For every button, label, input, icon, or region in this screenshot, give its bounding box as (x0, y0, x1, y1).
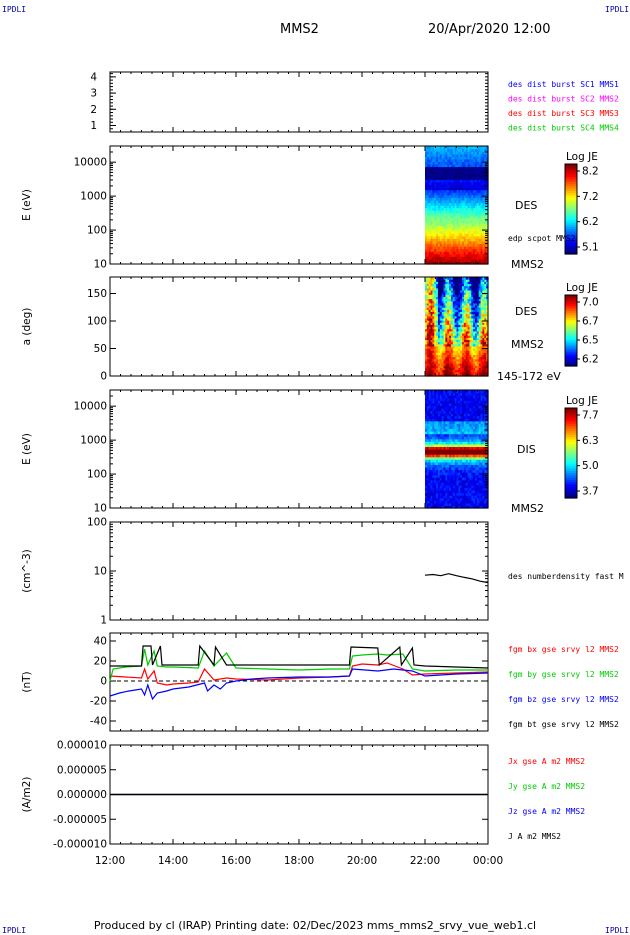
y-tick-label: 50 (94, 343, 107, 355)
panel-label-energy-range: 145-172 eV (497, 370, 561, 383)
legend-entry-availability: des dist burst SC4 MMS4 (508, 124, 619, 133)
colorbar-des-energy-tick-label: 5.1 (582, 242, 599, 254)
colorbar-des-energy-title: Log JE (566, 151, 598, 163)
y-tick-label: 2 (90, 104, 97, 116)
y-tick-label: 10 (94, 259, 107, 271)
y-axis-label-des-pitch: a (deg) (21, 308, 33, 346)
panel-label-des: DES (515, 199, 537, 212)
legend-entry-availability: des dist burst SC2 MMS2 (508, 95, 619, 104)
y-tick-label: 1000 (80, 191, 107, 203)
legend-entry-availability: des dist burst SC1 MMS1 (508, 80, 619, 89)
legend-entry-availability: des dist burst SC3 MMS3 (508, 109, 619, 118)
y-tick-label: 150 (87, 288, 107, 300)
y-tick-label: 4 (90, 71, 97, 83)
y-tick-label: 1 (90, 120, 97, 132)
spectrogram-dis-energy (425, 390, 489, 509)
y-tick-label: 100 (87, 225, 107, 237)
colorbar-des-pitch-tick-label: 6.7 (582, 316, 599, 328)
panel-label-mms2: MMS2 (511, 338, 544, 351)
colorbar-des-pitch-tick-label: 6.5 (582, 335, 599, 347)
y-tick-label: 3 (90, 88, 97, 100)
spectrogram-des-energy (425, 146, 489, 265)
panel-frame-0 (110, 72, 488, 132)
colorbar-des-energy-tick-label: 8.2 (582, 166, 599, 178)
panel-label-mms2: MMS2 (511, 258, 544, 271)
colorbar-des-pitch-tick-label: 7.0 (582, 297, 599, 309)
colorbar-des-pitch-title: Log JE (566, 282, 598, 294)
colorbar-des-pitch-tick-label: 6.2 (582, 354, 599, 366)
panel-label-scpot: edp scpot MMS2 (508, 234, 576, 243)
colorbar-des-energy-tick-label: 7.2 (582, 191, 599, 203)
colorbar-des-energy-tick-label: 6.2 (582, 216, 599, 228)
y-tick-label: 100 (87, 316, 107, 328)
y-axis-label-des-energy: E (eV) (21, 189, 33, 221)
y-tick-label: 0 (100, 371, 107, 383)
y-tick-label: 10000 (74, 157, 107, 169)
panel-label-des: DES (515, 305, 537, 318)
spectrogram-des-pitch (425, 277, 489, 377)
